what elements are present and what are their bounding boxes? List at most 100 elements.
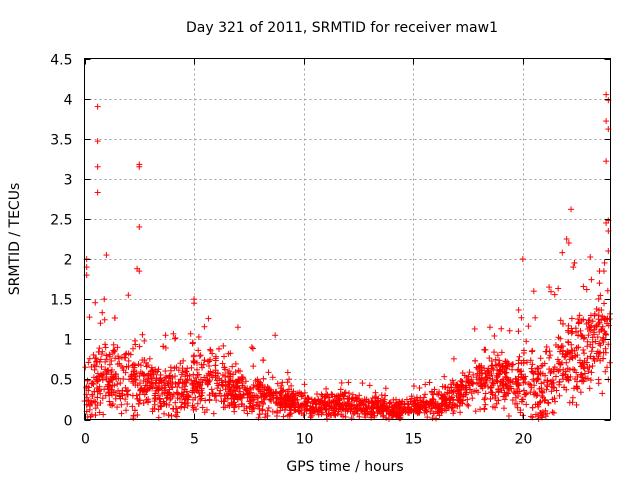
data-point [107, 353, 114, 360]
data-point [269, 408, 276, 415]
data-point [547, 352, 554, 359]
data-point [422, 381, 429, 388]
data-point [606, 359, 613, 366]
data-point [489, 362, 496, 369]
data-point [587, 377, 594, 384]
data-point [590, 355, 597, 362]
data-point [260, 401, 267, 408]
data-point [387, 399, 394, 406]
data-point [175, 367, 182, 374]
data-point [98, 363, 105, 370]
data-point [120, 375, 127, 382]
data-point [599, 323, 606, 330]
data-point [248, 344, 255, 351]
data-point [141, 391, 148, 398]
data-point [136, 343, 143, 350]
data-point [556, 366, 563, 373]
data-point [179, 384, 186, 391]
data-point [241, 407, 248, 414]
data-point [382, 385, 389, 392]
data-point [558, 343, 565, 350]
data-point [86, 355, 93, 362]
data-point [585, 332, 592, 339]
data-point [167, 396, 174, 403]
data-point [202, 397, 209, 404]
data-point [548, 388, 555, 395]
data-point [585, 368, 592, 375]
data-point [571, 375, 578, 382]
data-point [413, 394, 420, 401]
data-point [565, 322, 572, 329]
data-point [556, 360, 563, 367]
chart-title: Day 321 of 2011, SRMTID for receiver maw… [186, 20, 498, 36]
data-point [274, 380, 281, 387]
data-point [199, 364, 206, 371]
data-point [516, 353, 523, 360]
data-point [114, 344, 121, 351]
data-point [163, 395, 170, 402]
data-point [544, 399, 551, 406]
data-point [230, 371, 237, 378]
data-point [170, 330, 177, 337]
data-point [185, 399, 192, 406]
data-point [356, 413, 363, 420]
data-point [97, 400, 104, 407]
data-point [118, 410, 125, 417]
data-point [338, 379, 345, 386]
data-point [261, 383, 268, 390]
data-point [100, 411, 107, 418]
data-point [114, 381, 121, 388]
data-point [144, 362, 151, 369]
data-point [117, 380, 124, 387]
data-point [557, 361, 564, 368]
data-point [195, 347, 202, 354]
data-point [591, 326, 598, 333]
data-point [150, 371, 157, 378]
data-point [216, 390, 223, 397]
data-point [561, 354, 568, 361]
data-point [532, 314, 539, 321]
data-point [587, 253, 594, 260]
data-point [595, 312, 602, 319]
data-point [284, 379, 291, 386]
data-point [574, 352, 581, 359]
data-point [101, 316, 108, 323]
data-point [171, 365, 178, 372]
data-point [201, 323, 208, 330]
data-point [166, 401, 173, 408]
data-point [546, 348, 553, 355]
data-point [207, 346, 214, 353]
data-point [482, 390, 489, 397]
data-point [94, 377, 101, 384]
data-point [334, 410, 341, 417]
data-point [540, 379, 547, 386]
data-point [134, 411, 141, 418]
data-point [328, 391, 335, 398]
data-point [524, 359, 531, 366]
data-point [139, 331, 146, 338]
data-point [141, 337, 148, 344]
data-point [589, 334, 596, 341]
data-point [589, 344, 596, 351]
data-point [580, 346, 587, 353]
data-point [446, 387, 453, 394]
data-point [581, 370, 588, 377]
grid-lines [84, 58, 611, 420]
data-point [568, 315, 575, 322]
data-point [606, 310, 613, 317]
data-point [563, 359, 570, 366]
data-point [242, 378, 249, 385]
data-point [506, 327, 513, 334]
data-point [118, 401, 125, 408]
data-point [239, 401, 246, 408]
data-point [546, 354, 553, 361]
data-point [160, 410, 167, 417]
data-point [92, 299, 99, 306]
data-point [190, 404, 197, 411]
data-point [523, 401, 530, 408]
data-point [595, 380, 602, 387]
data-point [469, 395, 476, 402]
data-point [493, 400, 500, 407]
data-point [464, 396, 471, 403]
data-point [260, 375, 267, 382]
